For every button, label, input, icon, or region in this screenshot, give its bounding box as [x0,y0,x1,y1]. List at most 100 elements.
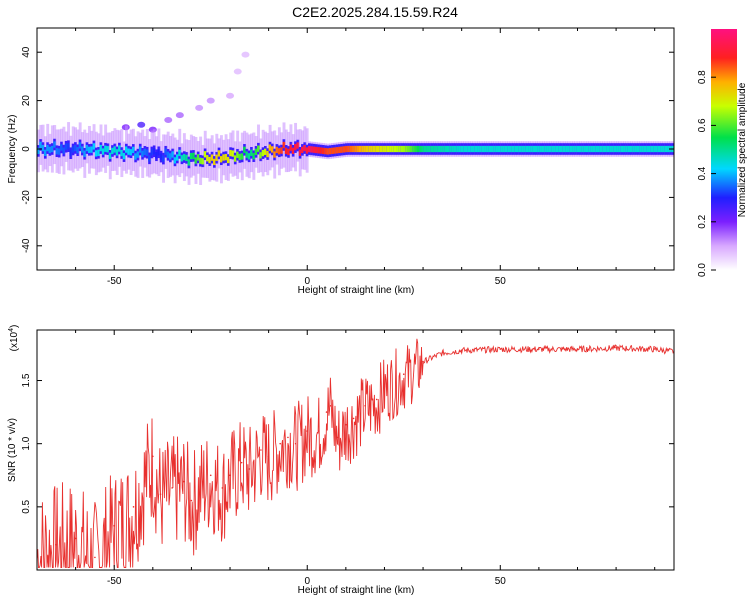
snr-line-trace [37,338,674,568]
snr-point [55,543,58,546]
colorbar [711,29,737,270]
spectrogram-blob [137,121,146,128]
spectrogram-core-cell [426,145,430,153]
spectrogram-core-cell [57,148,61,155]
spectrogram-core-cell [101,148,105,155]
spectrogram-core-cell [372,145,376,153]
spectrogram-core-cell [259,152,263,159]
snr-frame [36,329,675,571]
y-tick-label: 40 [21,46,32,58]
spectrogram-core-cell [345,145,348,153]
spectrogram-core-cell [585,145,589,153]
snr-point [306,430,309,432]
spectrogram-core-cell [141,150,145,157]
spectrogram-core-cell [493,145,497,153]
spectrogram-core-cell [428,145,432,153]
spectrogram-core-cell [514,145,518,153]
spectrogram-core-cell [189,152,193,160]
snr-point [159,493,162,496]
spectrogram-core-cell [201,158,205,165]
spectrogram-core-cell [254,148,258,155]
spectrogram-core-cell [180,155,184,162]
spectrogram-core-cell [296,142,300,149]
spectrogram-core-cell [335,147,339,154]
spectrogram-core-cell [405,145,409,153]
spectrogram-core-cell [416,145,420,153]
spectrogram-core-cell [257,145,260,152]
spectrogram-core-cell [264,148,267,155]
spectrogram-core-cell [199,157,203,164]
spectrogram-core-cell [407,145,411,153]
spectrogram-core-cell [574,145,578,153]
snr-point [267,455,270,458]
spectrogram-core-cell [375,145,379,153]
spectrogram-core-cell [412,145,416,153]
spectrogram-blob [206,97,215,104]
spectrogram-core-cell [131,146,135,154]
snr-point [248,468,251,470]
spectrogram-x-label: Height of straight line (km) [298,285,415,296]
spectrogram-core-cell [92,143,96,150]
spectrogram-core-cell [500,145,504,153]
spectrogram-core-cell [389,145,393,153]
spectrogram-core-cell [551,145,555,153]
snr-point [499,348,502,350]
spectrogram-core-cell [127,148,131,155]
snr-point [441,351,444,354]
spectrogram-core-cell [71,146,75,153]
spectrogram-core-cell [646,145,650,153]
spectrogram-core-cell [419,145,423,153]
spectrogram-core-cell [159,153,163,160]
spectrogram-core-cell [361,145,365,153]
spectrogram-core-cell [629,145,633,153]
spectrogram-core-cell [125,146,128,153]
spectrogram-core-cell [502,145,506,153]
spectrogram-core-cell [250,149,254,156]
spectrogram-core-cell [467,145,471,153]
spectrogram-core-cell [280,147,284,154]
spectrogram-core-cell [120,149,124,157]
spectrogram-core-cell [219,156,223,163]
spectrogram-core-cell [289,144,293,151]
spectrogram-blob [226,92,235,99]
spectrogram-core-cell [449,145,453,153]
spectrogram-core-cell [650,145,654,153]
spectrogram-core-cell [261,149,265,157]
spectrogram-core-cell [486,145,490,153]
spectrogram-core-cell [643,145,647,153]
snr-point [190,499,193,502]
spectrogram-core-cell [173,157,177,164]
y-tick-label: 1.0 [21,436,32,450]
spectrogram-core-cell [470,145,474,153]
snr-point [318,430,320,432]
spectrogram-core-cell [377,145,381,153]
spectrogram-core-cell [639,145,643,153]
spectrogram-core-cell [319,147,323,154]
spectrogram-core-cell [81,146,84,153]
spectrogram-core-cell [115,149,119,156]
spectrogram-core-cell [247,153,251,160]
spectrogram-core-cell [43,149,47,156]
spectrogram-blob [241,51,250,58]
spectrogram-core-cell [210,154,214,161]
spectrogram-core-cell [456,145,460,153]
snr-point [615,346,617,349]
snr-point [352,417,355,420]
spectrogram-blob [175,112,184,119]
spectrogram-core-cell [382,145,386,153]
spectrogram-core-cell [437,145,441,153]
colorbar-tick-label: 0.4 [697,166,708,180]
spectrogram-core-cell [301,146,304,154]
spectrogram-core-cell [238,153,242,161]
spectrogram-core-cell [169,153,172,160]
spectrogram-core-cell [46,144,50,152]
spectrogram-core-cell [590,145,594,153]
figure-title: C2E2.2025.284.15.59.R24 [292,4,458,20]
spectrogram-core-cell [662,145,666,153]
snr-x-label: Height of straight line (km) [298,585,415,596]
spectrogram-core-cell [270,146,274,153]
spectrogram-core-cell [402,145,406,153]
spectrogram-core-cell [365,145,369,153]
spectrogram-core-cell [162,155,165,162]
snr-y-label: SNR (10 * v/v) [7,418,18,482]
